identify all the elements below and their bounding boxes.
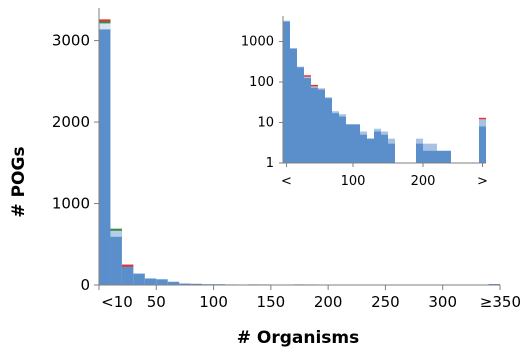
inset-bar — [416, 143, 423, 163]
x-tick-label: 300 — [428, 293, 457, 311]
inset-bar-stack-segment — [479, 117, 486, 120]
histogram-bar — [156, 279, 168, 285]
inset-y-tick-label: 1000 — [241, 35, 274, 50]
histogram-bar-stack-segment — [99, 23, 111, 30]
inset-bar — [430, 150, 437, 163]
x-tick-label: 200 — [314, 293, 343, 311]
inset-x-tick-label: < — [281, 174, 292, 189]
x-tick-label: <10 — [101, 293, 133, 311]
inset-y-tick-label: 1 — [266, 156, 274, 171]
y-tick-label: 0 — [80, 276, 90, 294]
inset-bar — [283, 21, 290, 163]
inset-bar — [479, 126, 486, 163]
inset-histogram-bars — [283, 20, 486, 164]
x-tick-label: 50 — [147, 293, 166, 311]
inset-axes — [279, 16, 486, 167]
y-tick-label: 2000 — [52, 113, 90, 131]
x-tick-label: 250 — [371, 293, 400, 311]
inset-bar — [311, 87, 318, 163]
inset-y-tick-label: 10 — [257, 116, 274, 131]
histogram-bar — [190, 283, 203, 285]
histogram-bar-stack-segment — [99, 19, 111, 22]
inset-bar — [388, 143, 395, 163]
inset-bar — [381, 134, 388, 163]
inset-x-tick-label: > — [477, 174, 488, 189]
inset-x-tick-label: 100 — [341, 174, 366, 189]
inset-bar — [423, 150, 430, 163]
y-tick-label: 3000 — [52, 32, 90, 50]
inset-bar — [367, 138, 374, 163]
main-tick-labels: 0 1000 2000 3000 <10 50 100 150 200 250 300 ≥350 — [52, 32, 521, 311]
histogram-bar-stack-segment — [121, 264, 134, 267]
inset-bar — [360, 134, 367, 163]
inset-bar — [304, 78, 311, 163]
histogram-bar — [121, 264, 134, 285]
histogram-bar-stack-segment — [99, 21, 111, 24]
histogram-bar — [179, 283, 191, 285]
inset-bar — [374, 131, 381, 163]
x-tick-label: 100 — [199, 293, 228, 311]
histogram-bar — [144, 278, 157, 285]
histogram-bar — [167, 281, 180, 285]
inset-bar-stack-segment — [311, 84, 318, 87]
histogram-bar — [110, 228, 122, 285]
inset-tick-labels: 1 10 100 1000 < 100 200 > — [241, 35, 488, 189]
inset-bar — [346, 124, 353, 163]
inset-bar-stack-segment — [304, 75, 311, 77]
inset-bar — [332, 113, 339, 163]
histogram-bar — [133, 273, 145, 285]
inset-bar — [325, 98, 332, 163]
inset-bar — [353, 124, 360, 163]
y-tick-label: 1000 — [52, 195, 90, 213]
main-axes — [94, 8, 501, 290]
inset-bar — [290, 48, 297, 163]
histogram-bar-stack-segment — [110, 230, 122, 237]
inset-x-tick-label: 200 — [411, 174, 436, 189]
histogram-bar — [99, 19, 111, 285]
histogram-bar-stack-segment — [110, 228, 122, 231]
inset-bar — [297, 67, 304, 163]
inset-bar — [318, 89, 325, 163]
x-axis-title: # Organisms — [237, 328, 360, 348]
inset-y-tick-label: 100 — [249, 75, 274, 90]
inset-log-histogram: 1 10 100 1000 < 100 200 > — [241, 16, 488, 189]
inset-bar — [339, 116, 346, 163]
x-tick-label: 150 — [257, 293, 286, 311]
x-tick-label: ≥350 — [480, 293, 521, 311]
inset-bar — [444, 150, 451, 163]
inset-bar — [437, 150, 444, 163]
y-axis-title: # POGs — [9, 146, 29, 217]
